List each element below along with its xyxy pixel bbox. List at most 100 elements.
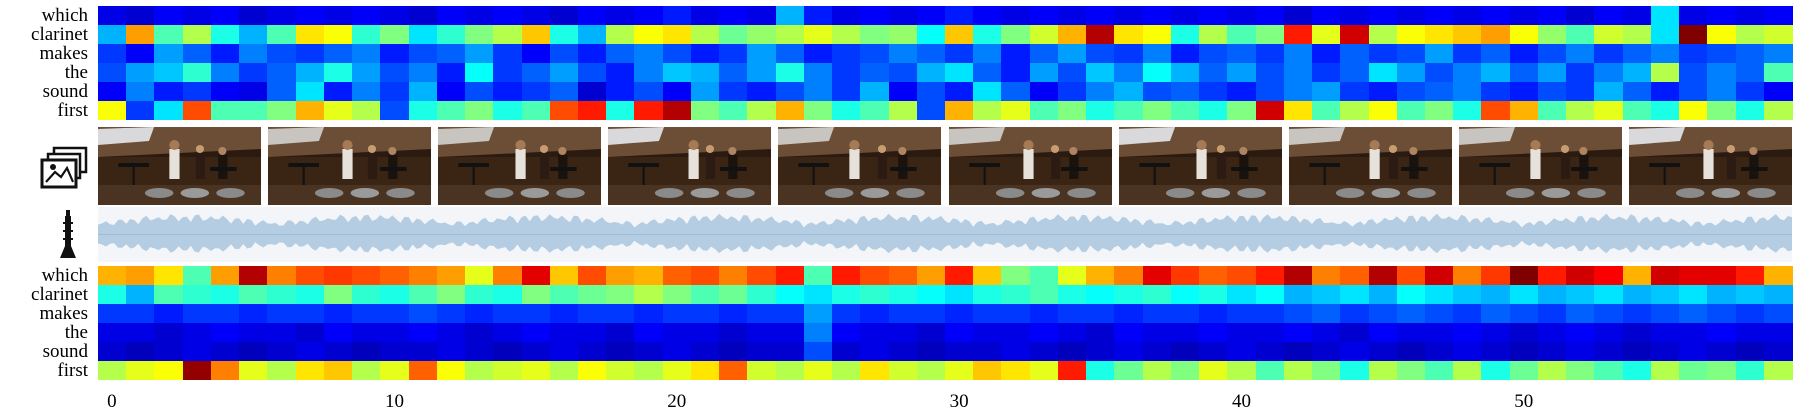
top-heatmap-cell-which-29	[916, 6, 946, 26]
bottom-heatmap-cell-which-36	[1114, 266, 1144, 286]
bottom-heatmap-cell-the-18	[606, 323, 636, 343]
top-heatmap-cell-the-50	[1509, 63, 1539, 83]
top-heatmap-cell-the-36	[1114, 63, 1144, 83]
bottom-heatmap-cell-makes-1	[126, 304, 156, 324]
top-heatmap-cell-makes-22	[719, 44, 748, 64]
top-heatmap-cell-the-32	[1001, 63, 1031, 83]
top-heatmap-cell-which-48	[1453, 6, 1483, 26]
bottom-label-makes: makes	[39, 303, 88, 324]
top-heatmap-cell-which-22	[719, 6, 748, 26]
bottom-heatmap-cell-clarinet-14	[493, 285, 523, 305]
top-heatmap-cell-makes-17	[577, 44, 607, 64]
bottom-heatmap-cell-the-28	[888, 323, 918, 343]
top-heatmap-cell-clarinet-27	[860, 25, 890, 45]
bottom-heatmap-cell-clarinet-20	[662, 285, 692, 305]
top-heatmap-cell-the-31	[973, 63, 1003, 83]
bottom-heatmap-cell-the-16	[549, 323, 579, 343]
bottom-heatmap-cell-first-28	[888, 361, 918, 381]
bottom-heatmap-cell-the-59	[1763, 323, 1793, 343]
top-heatmap-cell-clarinet-10	[380, 25, 410, 45]
video-frame-7	[1118, 127, 1282, 205]
bottom-heatmap-cell-which-34	[1057, 266, 1087, 286]
bottom-heatmap-cell-first-16	[549, 361, 579, 381]
bottom-heatmap-cell-makes-7	[295, 304, 325, 324]
bottom-heatmap-cell-sound-17	[577, 342, 607, 362]
top-heatmap-cell-clarinet-25	[803, 25, 833, 45]
top-heatmap-cell-makes-55	[1650, 44, 1680, 64]
bottom-heatmap-cell-which-20	[662, 266, 692, 286]
top-heatmap-cell-the-13	[465, 63, 494, 83]
bottom-heatmap-cell-first-57	[1707, 361, 1737, 381]
top-heatmap-cell-clarinet-34	[1057, 25, 1087, 45]
top-heatmap-cell-which-53	[1594, 6, 1624, 26]
top-heatmap-cell-the-14	[493, 63, 523, 83]
bottom-heatmap-cell-clarinet-29	[916, 285, 946, 305]
bottom-heatmap-cell-first-59	[1763, 361, 1793, 381]
bottom-heatmap-cell-the-6	[267, 323, 297, 343]
bottom-heatmap-cell-the-12	[436, 323, 466, 343]
bottom-heatmap-cell-sound-39	[1199, 342, 1228, 362]
bottom-heatmap-cell-first-0	[98, 361, 127, 381]
top-heatmap-cell-the-18	[606, 63, 636, 83]
top-heatmap-cell-first-49	[1481, 101, 1511, 121]
top-heatmap-cell-the-3	[182, 63, 212, 83]
bottom-heatmap-cell-clarinet-33	[1029, 285, 1059, 305]
top-heatmap-cell-makes-53	[1594, 44, 1624, 64]
bottom-heatmap-cell-first-26	[832, 361, 861, 381]
bottom-heatmap-cell-makes-9	[352, 304, 381, 324]
bottom-heatmap-cell-which-37	[1142, 266, 1172, 286]
top-heatmap-cell-which-46	[1396, 6, 1426, 26]
top-heatmap-cell-makes-32	[1001, 44, 1031, 64]
top-heatmap-cell-first-30	[945, 101, 974, 121]
bottom-heatmap-cell-makes-58	[1735, 304, 1765, 324]
x-tick-50: 50	[1514, 391, 1534, 412]
bottom-heatmap-cell-clarinet-26	[832, 285, 861, 305]
top-heatmap-cell-sound-47	[1424, 82, 1454, 102]
bottom-heatmap-cell-clarinet-34	[1057, 285, 1087, 305]
bottom-heatmap-cell-sound-49	[1481, 342, 1511, 362]
top-heatmap-cell-makes-44	[1340, 44, 1370, 64]
bottom-heatmap-cell-the-47	[1424, 323, 1454, 343]
top-heatmap-cell-sound-7	[295, 82, 325, 102]
bottom-heatmap-cell-makes-42	[1283, 304, 1313, 324]
top-heatmap-cell-sound-46	[1396, 82, 1426, 102]
top-heatmap-cell-which-21	[690, 6, 720, 26]
top-heatmap-cell-clarinet-47	[1424, 25, 1454, 45]
top-heatmap-cell-sound-4	[210, 82, 240, 102]
bottom-heatmap-cell-which-59	[1763, 266, 1793, 286]
bottom-heatmap-cell-which-25	[803, 266, 833, 286]
bottom-heatmap-cell-sound-51	[1537, 342, 1567, 362]
top-heatmap-cell-makes-15	[521, 44, 551, 64]
top-heatmap-cell-first-45	[1368, 101, 1398, 121]
bottom-heatmap-cell-the-24	[775, 323, 805, 343]
bottom-heatmap-cell-clarinet-9	[352, 285, 381, 305]
bottom-heatmap-cell-the-31	[973, 323, 1003, 343]
bottom-label-clarinet: clarinet	[31, 284, 88, 305]
top-heatmap-cell-sound-2	[154, 82, 184, 102]
bottom-heatmap-cell-the-57	[1707, 323, 1737, 343]
bottom-heatmap-cell-clarinet-36	[1114, 285, 1144, 305]
video-frame-9	[1458, 127, 1622, 205]
bottom-heatmap-cell-the-1	[126, 323, 156, 343]
bottom-heatmap-cell-first-6	[267, 361, 297, 381]
top-heatmap-cell-the-7	[295, 63, 325, 83]
bottom-heatmap-cell-makes-27	[860, 304, 890, 324]
top-heatmap-cell-sound-38	[1170, 82, 1200, 102]
top-heatmap-cell-the-9	[352, 63, 381, 83]
top-heatmap-cell-makes-42	[1283, 44, 1313, 64]
bottom-heatmap-cell-clarinet-0	[98, 285, 127, 305]
bottom-heatmap-cell-makes-43	[1312, 304, 1341, 324]
bottom-heatmap-cell-makes-33	[1029, 304, 1059, 324]
bottom-heatmap-cell-first-13	[465, 361, 494, 381]
top-heatmap-cell-first-55	[1650, 101, 1680, 121]
bottom-heatmap-cell-makes-38	[1170, 304, 1200, 324]
bottom-heatmap-cell-which-23	[747, 266, 777, 286]
clarinet-icon	[56, 210, 80, 260]
bottom-heatmap-cell-makes-50	[1509, 304, 1539, 324]
bottom-heatmap-cell-the-29	[916, 323, 946, 343]
top-heatmap-cell-sound-5	[239, 82, 268, 102]
bottom-heatmap-cell-makes-26	[832, 304, 861, 324]
top-heatmap-cell-makes-11	[408, 44, 438, 64]
bottom-heatmap-cell-clarinet-18	[606, 285, 636, 305]
bottom-heatmap-cell-sound-2	[154, 342, 184, 362]
